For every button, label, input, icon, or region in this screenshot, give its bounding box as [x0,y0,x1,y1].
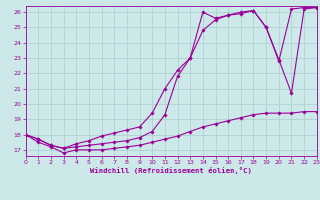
X-axis label: Windchill (Refroidissement éolien,°C): Windchill (Refroidissement éolien,°C) [90,167,252,174]
